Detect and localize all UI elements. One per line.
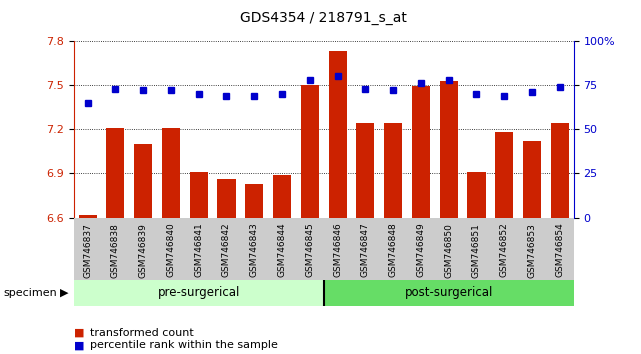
Bar (324, 280, 574, 306)
Text: GSM746845: GSM746845 (305, 223, 314, 278)
Bar (384, 123, 402, 218)
Bar (134, 144, 152, 218)
Text: GSM746848: GSM746848 (388, 223, 397, 278)
Bar (246, 184, 263, 218)
Bar (74, 280, 324, 306)
Text: GSM746844: GSM746844 (278, 223, 287, 277)
Bar (162, 128, 180, 218)
Text: GSM746851: GSM746851 (472, 223, 481, 278)
Bar (106, 128, 124, 218)
Text: ▶: ▶ (60, 288, 68, 298)
Text: GSM746853: GSM746853 (528, 223, 537, 278)
Text: GSM746852: GSM746852 (500, 223, 509, 278)
Bar (495, 132, 513, 218)
Text: GSM746849: GSM746849 (417, 223, 426, 278)
Text: GSM746842: GSM746842 (222, 223, 231, 277)
Text: GSM746854: GSM746854 (555, 223, 564, 278)
Text: ■: ■ (74, 328, 84, 338)
Text: GSM746837: GSM746837 (83, 223, 92, 278)
Text: ■: ■ (74, 340, 84, 350)
Bar (356, 123, 374, 218)
Bar (273, 175, 291, 218)
Bar (301, 85, 319, 218)
Bar (467, 172, 485, 218)
Bar (217, 179, 235, 218)
Bar (440, 80, 458, 218)
Text: pre-surgerical: pre-surgerical (158, 286, 240, 299)
Bar (523, 141, 541, 218)
Text: GDS4354 / 218791_s_at: GDS4354 / 218791_s_at (240, 11, 407, 25)
Text: specimen: specimen (3, 288, 57, 298)
Text: post-surgerical: post-surgerical (404, 286, 493, 299)
Text: percentile rank within the sample: percentile rank within the sample (90, 340, 278, 350)
Text: GSM746838: GSM746838 (111, 223, 120, 278)
Text: GSM746843: GSM746843 (250, 223, 259, 278)
Text: GSM746839: GSM746839 (138, 223, 147, 278)
Bar (412, 86, 430, 218)
Text: transformed count: transformed count (90, 328, 194, 338)
Bar (551, 123, 569, 218)
Text: GSM746847: GSM746847 (361, 223, 370, 278)
Bar (79, 215, 97, 218)
Bar (190, 172, 208, 218)
Text: GSM746841: GSM746841 (194, 223, 203, 278)
Text: GSM746840: GSM746840 (167, 223, 176, 278)
Text: GSM746850: GSM746850 (444, 223, 453, 278)
Text: GSM746846: GSM746846 (333, 223, 342, 278)
Bar (329, 51, 347, 218)
